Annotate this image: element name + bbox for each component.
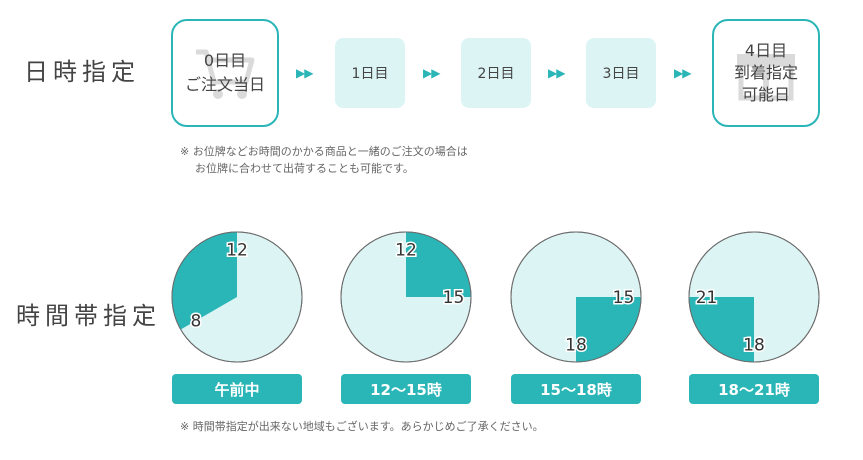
clock-edge [171,231,303,363]
arrow-icon: ▶▶ [548,66,565,80]
clock-start-label: 8 [190,312,201,332]
time-note: ※ 時間帯指定が出来ない地域もございます。あらかじめご了承ください。 [180,420,544,433]
time-section-title: 時間帯指定 [16,302,161,330]
step-day-2-label: 2日目 [477,66,515,82]
step-day-1-label: 1日目 [351,66,389,82]
clock-12-15: 12 15 [340,231,472,363]
step-day-0-line1: 0日目 [203,51,247,70]
arrow-icon: ▶▶ [674,66,691,80]
time-wedge [406,232,471,297]
date-note-line2: お位牌に合わせて出荷することも可能です。 [195,162,414,175]
clock-start-label: 12 [395,241,417,261]
clock-start-label: 15 [613,288,635,308]
step-day-4-line3: 可能日 [741,85,790,104]
clock-morning: 8 12 [171,231,303,363]
cart-icon [173,21,277,125]
step-day-4-line1: 4日目 [744,41,788,60]
slot-12-15-button[interactable]: 12〜15時 [341,374,471,404]
time-wedge [172,232,237,330]
time-wedge [576,297,641,362]
clock-edge [688,231,820,363]
arrow-icon: ▶▶ [423,66,440,80]
time-wedge [689,297,754,362]
slot-18-21-button[interactable]: 18〜21時 [689,374,819,404]
step-day-3-label: 3日目 [602,66,640,82]
date-note: ※ お位牌などお時間のかかる商品と一緒のご注文の場合は お位牌に合わせて出荷する… [180,143,468,177]
step-day-1: 1日目 [335,38,405,108]
clock-end-label: 21 [696,288,718,308]
slot-morning-button[interactable]: 午前中 [172,374,302,404]
clock-end-label: 12 [226,241,248,261]
arrow-icon: ▶▶ [296,66,313,80]
step-day-4: 4日目 到着指定 可能日 [712,19,820,127]
step-day-0-line2: ご注文当日 [184,75,265,94]
clock-start-label: 18 [743,335,765,355]
clock-edge [340,231,472,363]
clock-edge [510,231,642,363]
date-section-title: 日時指定 [24,58,140,86]
clock-end-label: 15 [443,288,465,308]
step-day-4-line2: 到着指定 [733,63,798,82]
gift-box-icon [714,21,818,125]
clock-end-label: 18 [565,335,587,355]
step-day-2: 2日目 [461,38,531,108]
step-day-3: 3日目 [586,38,656,108]
step-day-0: 0日目 ご注文当日 [171,19,279,127]
date-note-line1: ※ お位牌などお時間のかかる商品と一緒のご注文の場合は [180,145,468,158]
slot-15-18-button[interactable]: 15〜18時 [511,374,641,404]
